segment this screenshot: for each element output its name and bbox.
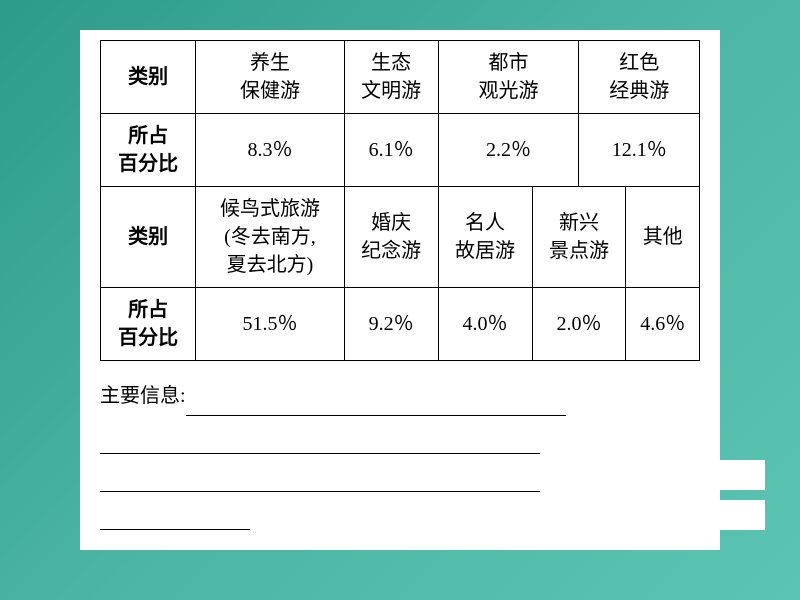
percent-header-2: 所占 百分比 (101, 288, 196, 361)
white-overlay (545, 460, 765, 490)
cell-text: 名人 故居游 (455, 212, 515, 262)
travel-survey-table: 类别 养生 保健游 生态 文明游 都市 观光游 红色 经典游 所占 百分比 8.… (100, 40, 700, 361)
answer-line (100, 462, 540, 492)
category-cell: 红色 经典游 (579, 41, 700, 114)
category-cell: 生态 文明游 (344, 41, 438, 114)
percent-cell: 4.6％ (626, 288, 700, 361)
main-info-label: 主要信息: (100, 385, 186, 407)
percent-cell: 12.1％ (579, 114, 700, 187)
white-overlay (565, 500, 765, 530)
category-cell: 候鸟式旅游 (冬去南方, 夏去北方) (196, 187, 344, 288)
table-row: 所占 百分比 8.3％ 6.1％ 2.2％ 12.1％ (101, 114, 700, 187)
cell-text: 所占 百分比 (118, 125, 178, 175)
cell-text: 红色 经典游 (609, 52, 669, 102)
category-cell: 养生 保健游 (196, 41, 344, 114)
category-cell: 都市 观光游 (438, 41, 579, 114)
percent-cell: 4.0％ (438, 288, 532, 361)
category-cell: 其他 (626, 187, 700, 288)
table-row: 类别 候鸟式旅游 (冬去南方, 夏去北方) 婚庆 纪念游 名人 故居游 新兴 景… (101, 187, 700, 288)
cell-text: 都市 观光游 (479, 52, 539, 102)
answer-line (186, 394, 566, 416)
cell-text: 养生 保健游 (240, 52, 300, 102)
cell-text: 生态 文明游 (361, 52, 421, 102)
percent-cell: 8.3％ (196, 114, 344, 187)
percent-cell: 6.1％ (344, 114, 438, 187)
percent-header-1: 所占 百分比 (101, 114, 196, 187)
percent-cell: 9.2％ (344, 288, 438, 361)
cell-text: 所占 百分比 (118, 299, 178, 349)
percent-cell: 2.2％ (438, 114, 579, 187)
cell-text: 婚庆 纪念游 (361, 212, 421, 262)
answer-line (100, 500, 250, 530)
table-row: 类别 养生 保健游 生态 文明游 都市 观光游 红色 经典游 (101, 41, 700, 114)
category-cell: 新兴 景点游 (532, 187, 626, 288)
cell-text: 新兴 景点游 (549, 212, 609, 262)
cell-text: 候鸟式旅游 (冬去南方, 夏去北方) (220, 198, 320, 276)
percent-cell: 2.0％ (532, 288, 626, 361)
category-header-2: 类别 (101, 187, 196, 288)
category-cell: 名人 故居游 (438, 187, 532, 288)
category-cell: 婚庆 纪念游 (344, 187, 438, 288)
table-row: 所占 百分比 51.5％ 9.2％ 4.0％ 2.0％ 4.6％ (101, 288, 700, 361)
answer-line (100, 424, 540, 454)
percent-cell: 51.5％ (196, 288, 344, 361)
category-header-1: 类别 (101, 41, 196, 114)
